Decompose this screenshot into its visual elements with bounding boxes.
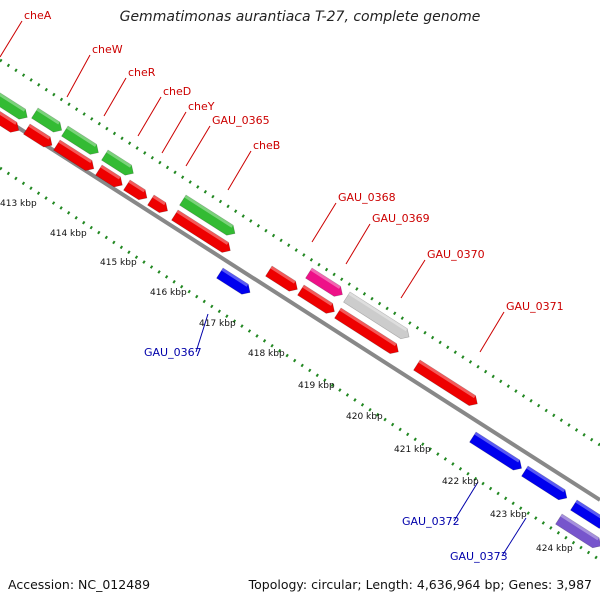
gene-label-leader-line	[345, 223, 371, 265]
gene-red-10[interactable]	[334, 307, 402, 357]
gene-label-leader-line	[501, 517, 527, 557]
gene-label-leader-line	[161, 111, 187, 154]
gene-chea[interactable]	[0, 79, 31, 122]
gene-cher[interactable]	[61, 125, 102, 158]
map-title: Gemmatimonas aurantiaca T-27, complete g…	[119, 9, 481, 25]
gene-gau-0372-a[interactable]	[469, 431, 525, 473]
gene-label-leader-line	[479, 311, 505, 353]
gene-label[interactable]: cheB	[253, 139, 280, 152]
gene-red-7[interactable]	[171, 209, 234, 256]
gene-red-4[interactable]	[95, 164, 126, 190]
scale-label-kbp: 424 kbp	[536, 544, 573, 554]
gene-label-leader-line	[0, 20, 23, 58]
gene-label-leader-line	[400, 259, 426, 299]
scale-label-kbp: 414 kbp	[50, 229, 87, 239]
scale-label-kbp: 418 kbp	[248, 349, 285, 359]
gene-cheb[interactable]	[179, 194, 239, 239]
topology-text: Topology: circular; Length: 4,636,964 bp…	[248, 577, 592, 592]
gene-red-2[interactable]	[23, 123, 56, 150]
gene-red-9[interactable]	[297, 284, 338, 317]
scale-label-kbp: 416 kbp	[150, 288, 187, 298]
gene-chew[interactable]	[31, 107, 65, 135]
gene-label[interactable]: GAU_0369	[372, 212, 430, 225]
gene-label[interactable]: cheR	[128, 66, 156, 79]
scale-label-kbp: 415 kbp	[100, 258, 137, 268]
gene-label[interactable]: cheY	[188, 100, 215, 113]
gene-label[interactable]: cheA	[24, 9, 52, 22]
genome-backbone	[0, 114, 600, 502]
scale-label-kbp: 417 kbp	[199, 319, 236, 329]
accession-text: Accession: NC_012489	[8, 577, 151, 592]
gene-label-leader-line	[185, 125, 211, 167]
gene-gau-0373[interactable]	[555, 513, 600, 551]
scale-label-kbp: 423 kbp	[490, 510, 527, 520]
gene-label-leader-line	[311, 202, 337, 243]
gene-gau-0373-a[interactable]	[570, 499, 600, 532]
gene-label[interactable]: GAU_0372	[402, 515, 460, 528]
gene-red-5[interactable]	[123, 179, 151, 203]
gene-label[interactable]: cheD	[163, 85, 191, 98]
scale-label-kbp: 420 kbp	[346, 412, 383, 422]
gene-gau-0369[interactable]	[305, 267, 346, 300]
gene-red-6[interactable]	[147, 194, 171, 216]
gene-label[interactable]: GAU_0367	[144, 346, 202, 359]
gene-ched[interactable]	[101, 149, 137, 178]
scale-label-kbp: 413 kbp	[0, 199, 37, 209]
gene-red-1[interactable]	[0, 104, 22, 136]
gene-label[interactable]: GAU_0370	[427, 248, 485, 261]
gene-label-leader-line	[227, 150, 252, 191]
gene-label[interactable]: GAU_0368	[338, 191, 396, 204]
gene-label-leader-line	[137, 96, 162, 137]
scale-label-kbp: 419 kbp	[298, 381, 335, 391]
gene-label[interactable]: cheW	[92, 43, 123, 56]
gene-label[interactable]: GAU_0365	[212, 114, 270, 127]
gene-red-3[interactable]	[53, 139, 98, 174]
outer-scale-dots	[0, 58, 600, 447]
gene-label[interactable]: GAU_0371	[506, 300, 564, 313]
gene-gau-0367[interactable]	[216, 267, 254, 298]
gene-label[interactable]: GAU_0373	[450, 550, 508, 563]
inner-scale-dots	[0, 166, 600, 562]
gene-red-8[interactable]	[265, 265, 301, 294]
scale-label-kbp: 421 kbp	[394, 445, 431, 455]
gene-label-leader-line	[66, 54, 91, 98]
gene-label-leader-line	[195, 313, 209, 353]
scale-label-kbp: 422 kbp	[442, 477, 479, 487]
gene-gau-0372-b[interactable]	[521, 465, 571, 503]
gene-red-11[interactable]	[413, 359, 481, 409]
gene-label-leader-line	[453, 481, 479, 522]
gene-gau-0370[interactable]	[343, 291, 413, 342]
gene-label-leader-line	[103, 77, 127, 117]
